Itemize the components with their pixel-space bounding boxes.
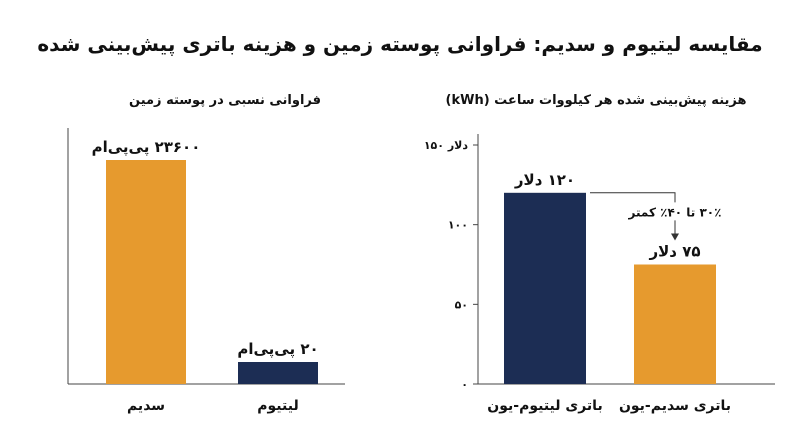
right-y-tick-label-2: ۱۰۰ <box>448 219 468 232</box>
right-bar-value-label-1: ۷۵ دلار <box>648 243 700 261</box>
left-category-label-1: لیتیوم <box>257 398 298 414</box>
right-bar-1 <box>634 264 716 384</box>
right-bar-0 <box>504 192 586 384</box>
left-bar-value-label-1: ۲۰ پی‌پی‌ام <box>237 340 318 359</box>
left-category-label-0: سدیم <box>127 398 165 414</box>
left-bar-1 <box>238 362 318 384</box>
annotation-arrowhead <box>671 233 679 241</box>
annotation-label-bg <box>622 202 732 221</box>
right-y-tick-label-3: ۱۵۰ دلار <box>424 139 469 152</box>
annotation-label: ۳۰٪ تا ۴۰٪ کمتر <box>628 205 722 219</box>
right-y-tick-label-0: ۰ <box>461 378 468 391</box>
right-bar-value-label-0: ۱۲۰ دلار <box>514 171 575 189</box>
figure-title: مقایسه لیتیوم و سدیم: فراوانی پوسته زمین… <box>37 32 763 56</box>
right-chart-subtitle: هزینه پیش‌بینی شده هر کیلووات ساعت (kWh) <box>445 93 747 108</box>
left-bar-0 <box>106 160 186 384</box>
right-y-tick-label-1: ۵۰ <box>455 298 468 311</box>
left-bar-value-label-0: ۲۳۶۰۰ پی‌پی‌ام <box>92 138 201 157</box>
right-category-label-1: باتری سدیم-یون <box>619 398 731 414</box>
left-chart-subtitle: فراوانی نسبی در پوسته زمین <box>129 93 321 108</box>
right-category-label-0: باتری لیتیوم-یون <box>487 398 602 414</box>
annotation-connector <box>590 192 676 239</box>
